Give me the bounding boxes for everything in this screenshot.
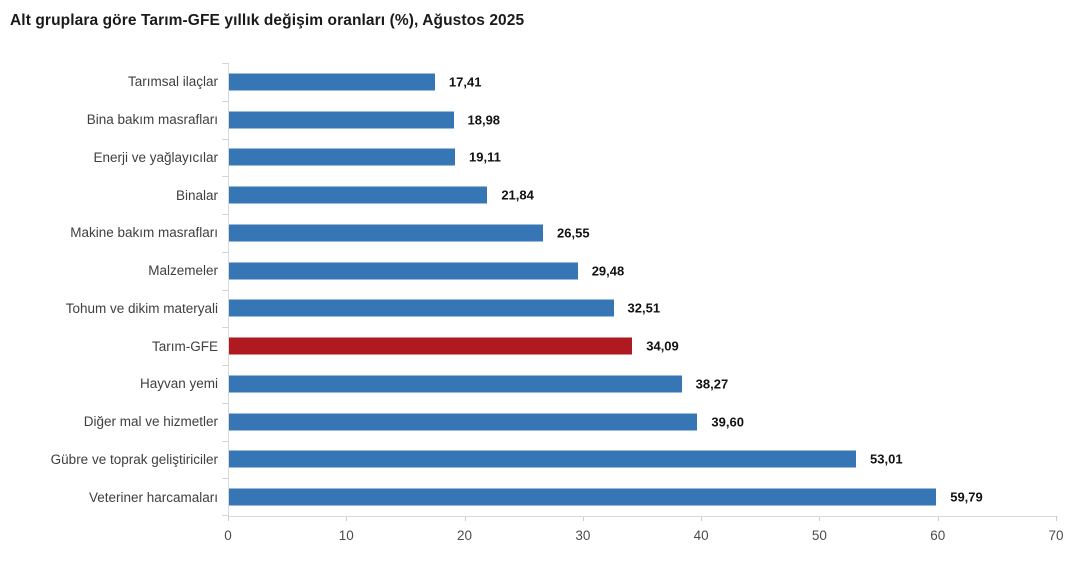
category-row: Malzemeler (0, 252, 218, 290)
category-row: Diğer mal ve hizmetler (0, 403, 218, 441)
x-axis-tick (228, 517, 229, 521)
category-label: Tarım-GFE (152, 338, 218, 354)
value-label: 32,51 (627, 300, 661, 316)
value-label: 59,79 (950, 489, 983, 505)
category-row: Tarım-GFE (0, 327, 218, 365)
category-label: Bina bakım masrafları (86, 112, 218, 128)
y-axis-tick (222, 101, 229, 102)
y-axis-tick (222, 515, 229, 516)
category-row: Binalar (0, 176, 218, 214)
category-row: Tarımsal ilaçlar (0, 63, 218, 101)
category-label: Enerji ve yağlayıcılar (93, 149, 218, 165)
value-label: 39,60 (711, 414, 744, 430)
y-axis-tick (222, 252, 229, 253)
bar (229, 111, 454, 129)
bar (229, 299, 614, 317)
bar-row: 38,27 (229, 365, 1057, 403)
bar-highlight (229, 337, 633, 355)
bar-row: 39,60 (229, 403, 1057, 441)
bar-row: 18,98 (229, 101, 1057, 139)
y-axis-tick (222, 403, 229, 404)
bar-row: 32,51 (229, 290, 1057, 328)
y-axis-tick (222, 176, 229, 177)
bar-row: 59,79 (229, 478, 1057, 516)
x-axis-tick-label: 30 (575, 528, 591, 543)
y-axis-tick (222, 365, 229, 366)
x-axis-tick (819, 517, 821, 521)
category-row: Gübre ve toprak geliştiriciler (0, 441, 218, 479)
bar (229, 488, 937, 506)
value-label: 17,41 (448, 74, 482, 90)
category-label: Veteriner harcamaları (88, 489, 218, 505)
bar-row: 17,41 (229, 63, 1057, 101)
bar-row: 21,84 (229, 176, 1057, 214)
bar (229, 375, 682, 393)
x-axis-tick (1056, 517, 1057, 521)
x-axis-tick (701, 517, 703, 521)
bar (229, 224, 544, 242)
value-label: 21,84 (501, 187, 534, 203)
category-label: Tarımsal ilaçlar (127, 74, 218, 90)
category-label: Makine bakım masrafları (70, 225, 218, 241)
value-label: 34,09 (646, 338, 679, 354)
category-row: Enerji ve yağlayıcılar (0, 139, 218, 177)
x-axis-tick (937, 517, 939, 521)
bar-row: 53,01 (229, 441, 1057, 479)
value-label: 29,48 (591, 263, 625, 279)
category-label: Hayvan yemi (139, 376, 218, 392)
x-axis-tick (582, 517, 584, 521)
bar (229, 148, 456, 166)
value-label: 19,11 (469, 149, 501, 165)
category-row: Bina bakım masrafları (0, 101, 218, 139)
y-axis-tick (222, 478, 229, 479)
bar (229, 186, 488, 204)
value-label: 53,01 (870, 451, 903, 467)
x-axis-tick-label: 10 (338, 528, 354, 543)
category-label: Gübre ve toprak geliştiriciler (50, 451, 218, 467)
bar-row: 26,55 (229, 214, 1057, 252)
category-row: Tohum ve dikim materyali (0, 290, 218, 328)
category-label: Tohum ve dikim materyali (65, 300, 218, 316)
category-row: Makine bakım masrafları (0, 214, 218, 252)
category-label: Binalar (175, 187, 218, 203)
bar-row: 29,48 (229, 252, 1057, 290)
x-axis-tick-label: 60 (930, 528, 946, 543)
category-axis: Tarımsal ilaçlar Bina bakım masrafları Ene… (0, 63, 218, 516)
bar-row: 34,09 (229, 327, 1057, 365)
x-axis-tick-label: 50 (811, 528, 827, 543)
x-axis-tick (346, 517, 348, 521)
x-axis-tick (464, 517, 466, 521)
category-row: Veteriner harcamaları (0, 478, 218, 516)
category-label: Diğer mal ve hizmetler (83, 414, 218, 430)
x-axis-tick-label: 0 (224, 528, 232, 543)
plot-area: 17,41 18,98 19,11 21,84 26,55 29,48 32,51 34,09… (222, 63, 1057, 516)
value-label: 38,27 (695, 376, 729, 392)
x-axis-tick-label: 20 (457, 528, 473, 543)
bar (229, 262, 578, 280)
y-axis-tick (222, 214, 229, 215)
value-label: 26,55 (557, 225, 590, 241)
y-axis-tick (222, 139, 229, 140)
y-axis-tick (222, 63, 229, 64)
y-axis-tick (222, 441, 229, 442)
bar-row: 19,11 (229, 139, 1057, 177)
x-axis-tick-label: 40 (693, 528, 709, 543)
x-axis-line (228, 516, 1058, 517)
bar (229, 73, 435, 91)
chart-title: Alt gruplara göre Tarım-GFE yıllık değiş… (10, 12, 525, 29)
category-row: Hayvan yemi (0, 365, 218, 403)
y-axis-tick (222, 290, 229, 291)
value-label: 18,98 (467, 112, 501, 128)
y-axis-tick (222, 327, 229, 328)
x-axis-tick-label: 70 (1048, 528, 1064, 543)
bar (229, 450, 857, 468)
category-label: Malzemeler (148, 263, 218, 279)
bar (229, 413, 698, 431)
